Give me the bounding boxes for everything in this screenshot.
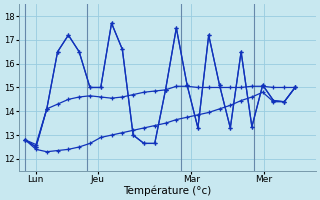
X-axis label: Température (°c): Température (°c) [123,185,212,196]
